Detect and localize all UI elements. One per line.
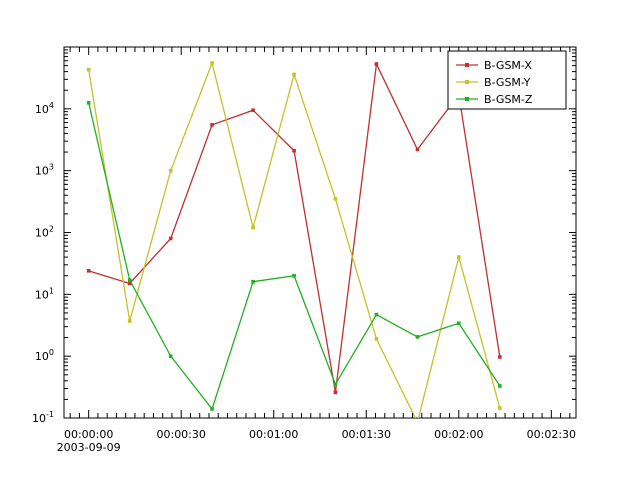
data-point xyxy=(86,269,91,273)
legend-label: B-GSM-Z xyxy=(484,93,533,106)
data-point xyxy=(333,390,338,395)
x-tick-label: 00:01:30 xyxy=(342,428,391,441)
data-point xyxy=(374,312,379,317)
data-point xyxy=(415,147,420,152)
data-point xyxy=(498,406,502,410)
data-point xyxy=(86,101,91,105)
y-tick-label: 104 xyxy=(35,101,54,116)
data-point xyxy=(415,335,420,339)
data-point xyxy=(251,279,255,284)
series-group xyxy=(86,60,502,425)
data-point xyxy=(457,321,461,326)
data-point xyxy=(168,168,173,173)
data-point xyxy=(86,67,91,72)
y-axis-ticks: 10-1 100 101 102 103 104 xyxy=(32,49,576,425)
data-point xyxy=(127,278,132,282)
x-axis-ticks: 00:00:00 00:00:30 00:01:00 00:01:30 00:02:00… xyxy=(57,47,576,454)
legend-swatch-marker xyxy=(465,63,469,67)
x-tick-label: 00:02:00 xyxy=(434,428,483,441)
data-point xyxy=(333,197,338,201)
data-point xyxy=(498,384,502,388)
legend-label: B-GSM-X xyxy=(484,59,532,72)
y-tick-label: 100 xyxy=(35,348,54,363)
data-point xyxy=(498,355,502,359)
data-point xyxy=(292,273,296,278)
data-point xyxy=(374,62,379,66)
legend: B-GSM-X B-GSM-Y B-GSM-Z xyxy=(447,50,567,110)
data-point xyxy=(168,354,173,358)
data-point xyxy=(457,255,461,259)
data-point xyxy=(168,236,173,241)
x-tick-label: 00:00:30 xyxy=(156,428,205,441)
data-point xyxy=(292,148,296,153)
data-point xyxy=(251,108,255,113)
data-point xyxy=(210,61,214,65)
x-tick-label: 00:00:00 xyxy=(64,428,113,441)
data-point xyxy=(333,382,338,387)
x-axis-date-label: 2003-09-09 xyxy=(57,441,121,454)
data-point xyxy=(127,281,132,286)
data-point xyxy=(416,421,420,425)
legend-label: B-GSM-Y xyxy=(484,76,531,89)
data-point xyxy=(210,123,214,127)
x-tick-label: 00:01:00 xyxy=(249,428,298,441)
y-tick-label: 102 xyxy=(35,225,54,240)
data-point xyxy=(210,407,214,411)
data-point xyxy=(127,319,132,323)
data-point xyxy=(251,225,255,230)
y-tick-label: 10-1 xyxy=(32,410,54,425)
y-tick-label: 103 xyxy=(35,163,54,178)
legend-swatch-marker xyxy=(465,97,469,101)
x-tick-label: 00:02:30 xyxy=(527,428,576,441)
data-point xyxy=(292,72,296,77)
data-point xyxy=(374,337,379,341)
legend-swatch-marker xyxy=(465,80,469,84)
y-tick-label: 101 xyxy=(35,286,54,301)
